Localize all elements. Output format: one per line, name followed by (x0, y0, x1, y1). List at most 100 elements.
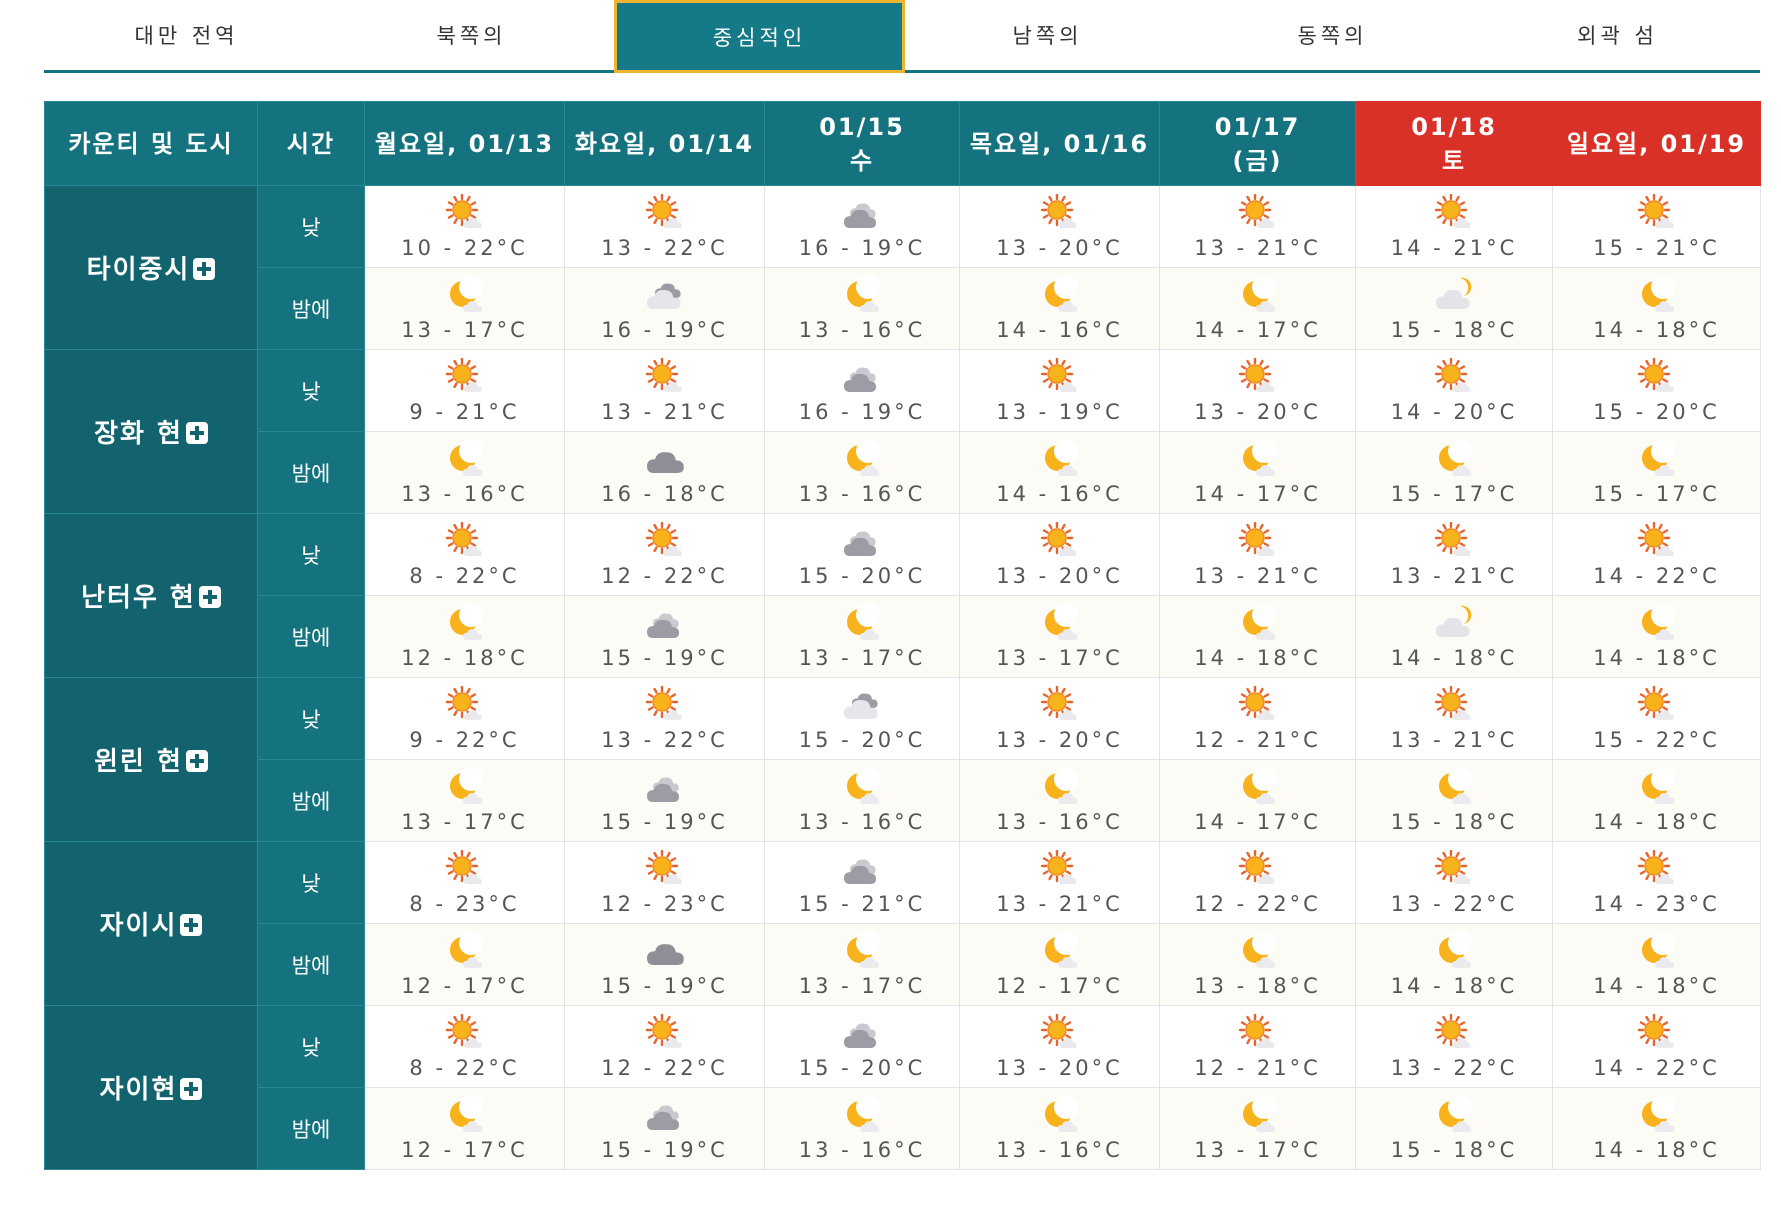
forecast-cell: 14 - 22°C (1552, 1005, 1761, 1088)
temperature-range: 8 - 23°C (409, 892, 520, 916)
temperature-range: 14 - 18°C (1593, 646, 1720, 670)
forecast-cell: 14 - 18°C (1552, 923, 1761, 1006)
sunny-icon (445, 850, 482, 884)
sunny-icon (445, 1014, 482, 1048)
tab-4[interactable]: 동쪽의 (1297, 24, 1368, 48)
temperature-range: 13 - 21°C (1194, 564, 1321, 588)
forecast-cell: 15 - 19°C (564, 1087, 765, 1170)
city-name: 자이시 (99, 911, 178, 941)
table-row: 타이중시 낮 10 - 22°C 13 - 22°C 16 - 19°C 13 - 20°… (44, 185, 1761, 350)
header-day-line: 01/18 (1411, 112, 1497, 141)
forecast-cell: 16 - 19°C (564, 267, 765, 350)
expand-plus-icon[interactable] (185, 422, 208, 444)
sunny-icon (1637, 850, 1674, 884)
forecast-cell: 8 - 23°C (364, 841, 565, 924)
forecast-cell: 14 - 18°C (1355, 923, 1553, 1006)
temperature-range: 13 - 16°C (798, 482, 926, 506)
sunny-icon (1040, 686, 1077, 720)
header-day-line: 일요일, 01/19 (1566, 129, 1747, 158)
moon-icon (1044, 932, 1078, 968)
sunny-icon (1040, 850, 1077, 884)
moon-icon (1641, 440, 1675, 476)
temperature-range: 15 - 21°C (1593, 236, 1720, 260)
sunny-icon (1238, 522, 1275, 556)
sunny-icon (445, 686, 482, 720)
forecast-cell: 9 - 21°C (364, 349, 565, 432)
tab-0[interactable]: 대만 전역 (134, 24, 239, 48)
tab-3[interactable]: 남쪽의 (1012, 24, 1083, 48)
tab-5[interactable]: 외곽 섬 (1577, 24, 1658, 48)
table-row: 난터우 현 낮 8 - 22°C 12 - 22°C 15 - 20°C 13 - 20°… (44, 513, 1761, 678)
forecast-cell: 13 - 19°C (959, 349, 1160, 432)
city-cell: 장화 현 (44, 349, 258, 514)
temperature-range: 14 - 17°C (1194, 810, 1321, 834)
header-day-2: 01/15 수 (764, 101, 960, 186)
expand-plus-icon[interactable] (198, 586, 221, 608)
table-row: 밤에 13 - 17°C 15 - 19°C 13 - 16°C 13 - 16°C 14… (45, 759, 1761, 842)
cloudy-icon (844, 531, 876, 556)
cloud-dark-icon (646, 452, 684, 473)
forecast-cell: 13 - 20°C (1159, 349, 1356, 432)
table-row: 밤에 12 - 17°C 15 - 19°C 13 - 16°C 13 - 16°C 13… (45, 1087, 1761, 1170)
temperature-range: 13 - 17°C (401, 318, 528, 342)
temperature-range: 15 - 18°C (1390, 318, 1518, 342)
temperature-range: 13 - 16°C (996, 1138, 1123, 1162)
sunny-icon (1434, 850, 1471, 884)
temperature-range: 14 - 22°C (1593, 564, 1720, 588)
expand-plus-icon[interactable] (180, 1078, 203, 1100)
forecast-cell: 13 - 21°C (564, 349, 765, 432)
sunny-icon (1637, 686, 1674, 720)
temperature-range: 15 - 20°C (798, 728, 926, 752)
temperature-range: 13 - 20°C (996, 564, 1123, 588)
tab-1[interactable]: 북쪽의 (436, 24, 507, 48)
sunny-icon (1040, 1014, 1077, 1048)
cloudy-icon (646, 613, 679, 638)
moon-icon (1044, 276, 1078, 312)
forecast-cell: 15 - 19°C (564, 759, 765, 842)
sunny-icon (1637, 522, 1674, 556)
forecast-cell: 13 - 21°C (1159, 185, 1356, 268)
forecast-cell: 12 - 17°C (364, 1087, 565, 1170)
cloud-moon-icon (1436, 605, 1472, 637)
forecast-table: 카운티 및 도시 시간 월요일, 01/13 화요일, 01/14 01/15 수 목요… (44, 101, 1761, 1170)
city-cell: 윈린 현 (44, 677, 258, 842)
expand-plus-icon[interactable] (185, 750, 208, 772)
header-day-3: 목요일, 01/16 (959, 101, 1160, 186)
temperature-range: 8 - 22°C (409, 564, 520, 588)
temperature-range: 13 - 21°C (601, 400, 728, 424)
temperature-range: 15 - 19°C (601, 1138, 728, 1162)
sunny-icon (645, 1014, 682, 1048)
temperature-range: 13 - 22°C (601, 728, 728, 752)
temperature-range: 10 - 22°C (401, 236, 528, 260)
temperature-range: 13 - 20°C (996, 1056, 1123, 1080)
period-label-day: 낮 (257, 841, 365, 924)
expand-plus-icon[interactable] (193, 258, 216, 280)
sunny-icon (645, 358, 682, 392)
forecast-cell: 13 - 16°C (364, 431, 565, 514)
tab-2[interactable]: 중심적인 (614, 0, 905, 73)
forecast-cell: 12 - 22°C (1159, 841, 1356, 924)
temperature-range: 15 - 22°C (1593, 728, 1720, 752)
forecast-cell: 13 - 16°C (764, 1087, 960, 1170)
forecast-cell: 14 - 18°C (1355, 595, 1553, 678)
moon-icon (449, 440, 483, 476)
forecast-cell: 12 - 17°C (364, 923, 565, 1006)
temperature-range: 12 - 22°C (1194, 892, 1321, 916)
moon-icon (1242, 604, 1276, 640)
sunny-icon (1434, 686, 1471, 720)
moon-icon (1044, 604, 1078, 640)
city-cell: 자이현 (44, 1005, 258, 1170)
period-label-night: 밤에 (257, 759, 365, 842)
forecast-cell: 14 - 20°C (1355, 349, 1553, 432)
temperature-range: 14 - 18°C (1593, 1138, 1720, 1162)
cloudy-icon (844, 859, 876, 884)
moon-icon (1044, 1096, 1078, 1132)
expand-plus-icon[interactable] (180, 914, 203, 936)
sunny-icon (1637, 194, 1674, 228)
moon-icon (449, 932, 483, 968)
moon-icon (1641, 604, 1675, 640)
sunny-icon (1434, 194, 1471, 228)
forecast-cell: 13 - 21°C (1355, 513, 1553, 596)
forecast-cell: 14 - 17°C (1159, 759, 1356, 842)
temperature-range: 9 - 22°C (409, 728, 520, 752)
